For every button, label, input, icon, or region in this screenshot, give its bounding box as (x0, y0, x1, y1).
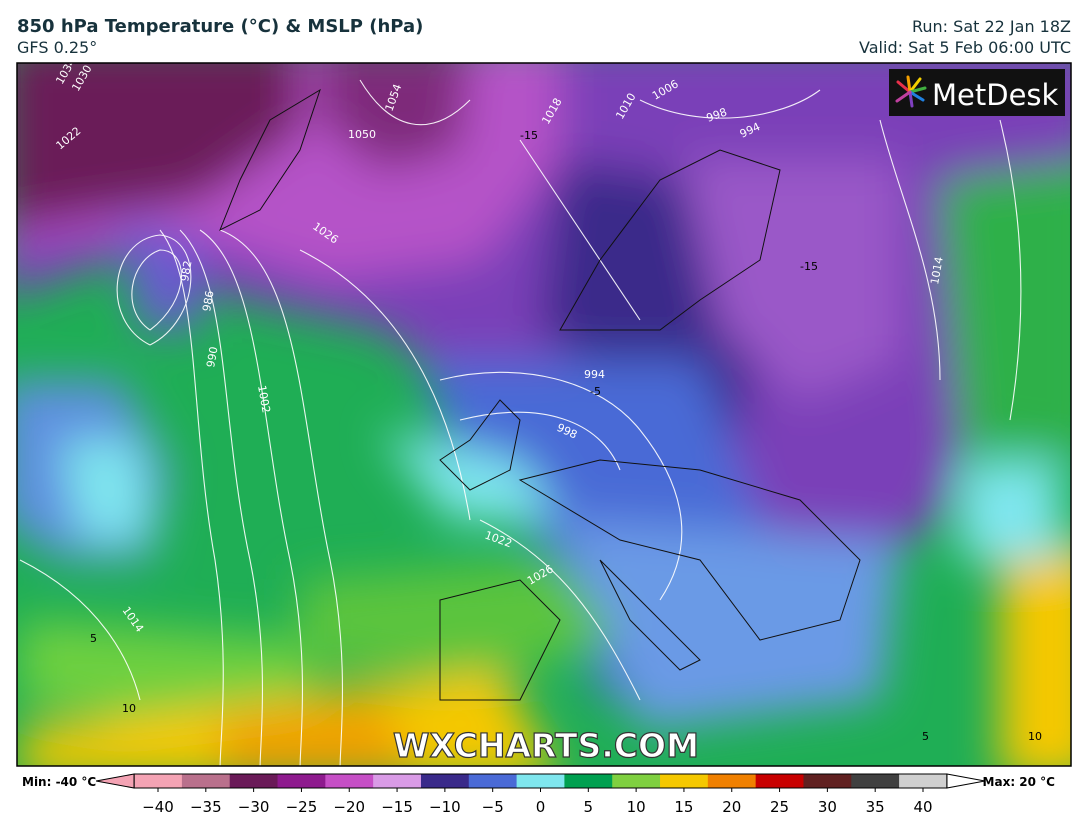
watermark: WXCHARTS.COM (393, 726, 699, 765)
subtitle: GFS 0.25° (17, 38, 97, 57)
contour-label: 10 (1028, 730, 1042, 743)
colorbar-tick-label: 15 (674, 798, 693, 816)
colorbar-segment (564, 774, 613, 788)
title: 850 hPa Temperature (°C) & MSLP (hPa) (17, 16, 423, 37)
coastlines (219, 88, 861, 701)
colorbar-segment (277, 774, 326, 788)
colorbar-tick-label: 40 (913, 798, 932, 816)
colorbar-segment (420, 774, 470, 788)
colorbar-segment (660, 774, 709, 788)
contour-label: 990 (204, 346, 220, 369)
colorbar: −40 −35 −30 −25 −20 −15 −10 −5 0 5 10 15 20 25 30 35 40 (96, 773, 985, 816)
colorbar-tick-label: 10 (627, 798, 646, 816)
colorbar-segment (803, 774, 852, 788)
colorbar-tick-label: 35 (866, 798, 885, 816)
colorbar-tick-label: −35 (190, 798, 222, 816)
valid-time: Valid: Sat 5 Feb 06:00 UTC (859, 38, 1071, 57)
colorbar-tick-label: 20 (722, 798, 741, 816)
colorbar-tick-label: −30 (238, 798, 270, 816)
contour-label: -15 (800, 260, 818, 273)
colorbar-tick-label: 25 (770, 798, 789, 816)
colorbar-segment (181, 774, 231, 788)
contour-label: 1014 (928, 256, 946, 286)
colorbar-tick-label: −15 (381, 798, 413, 816)
logo-text: MetDesk (932, 78, 1059, 112)
colorbar-tick-label: 5 (584, 798, 594, 816)
colorbar-segment (325, 774, 374, 788)
contour-label: 5 (90, 632, 97, 645)
contour-label: 5 (922, 730, 929, 743)
colorbar-segment (755, 774, 804, 788)
colorbar-segment (899, 774, 948, 788)
colorbar-max: Max: 20 °C (983, 775, 1056, 789)
colorbar-tick-label: −25 (286, 798, 318, 816)
colorbar-segment (851, 774, 900, 788)
colorbar-segment (468, 774, 518, 788)
contour-label: 994 (584, 368, 605, 381)
contour-label: 10 (122, 702, 136, 715)
colorbar-end (946, 773, 985, 789)
colorbar-end (96, 773, 135, 789)
map-frame (16, 62, 1072, 767)
colorbar-tick-label: 30 (818, 798, 837, 816)
colorbar-segment (612, 774, 661, 788)
contour-label: 986 (200, 290, 216, 313)
colorbar-tick-label: −40 (142, 798, 174, 816)
colorbar-tick-label: −5 (482, 798, 504, 816)
run-time: Run: Sat 22 Jan 18Z (912, 17, 1071, 36)
colorbar-segment (373, 774, 422, 788)
colorbar-segment (229, 774, 279, 788)
contour-label: 1002 (255, 384, 273, 414)
colorbar-segment (134, 774, 183, 788)
colorbar-segment (707, 774, 757, 788)
contour-label: 1050 (348, 128, 376, 141)
logo-box (889, 69, 1065, 116)
isobars (19, 79, 1022, 766)
colorbar-tick-label: −10 (429, 798, 461, 816)
contour-label: 982 (178, 260, 194, 283)
colorbar-tick-label: −20 (333, 798, 365, 816)
map-field: 1034 1030 1022 1050 1054 1018 1010 1006 … (17, 63, 1071, 766)
contour-label: -5 (590, 385, 601, 398)
colorbar-min: Min: -40 °C (22, 775, 96, 789)
colorbar-tick-label: 0 (536, 798, 546, 816)
logo-icon (895, 75, 927, 108)
colorbar-segment (516, 774, 565, 788)
contour-label: -15 (520, 129, 538, 142)
